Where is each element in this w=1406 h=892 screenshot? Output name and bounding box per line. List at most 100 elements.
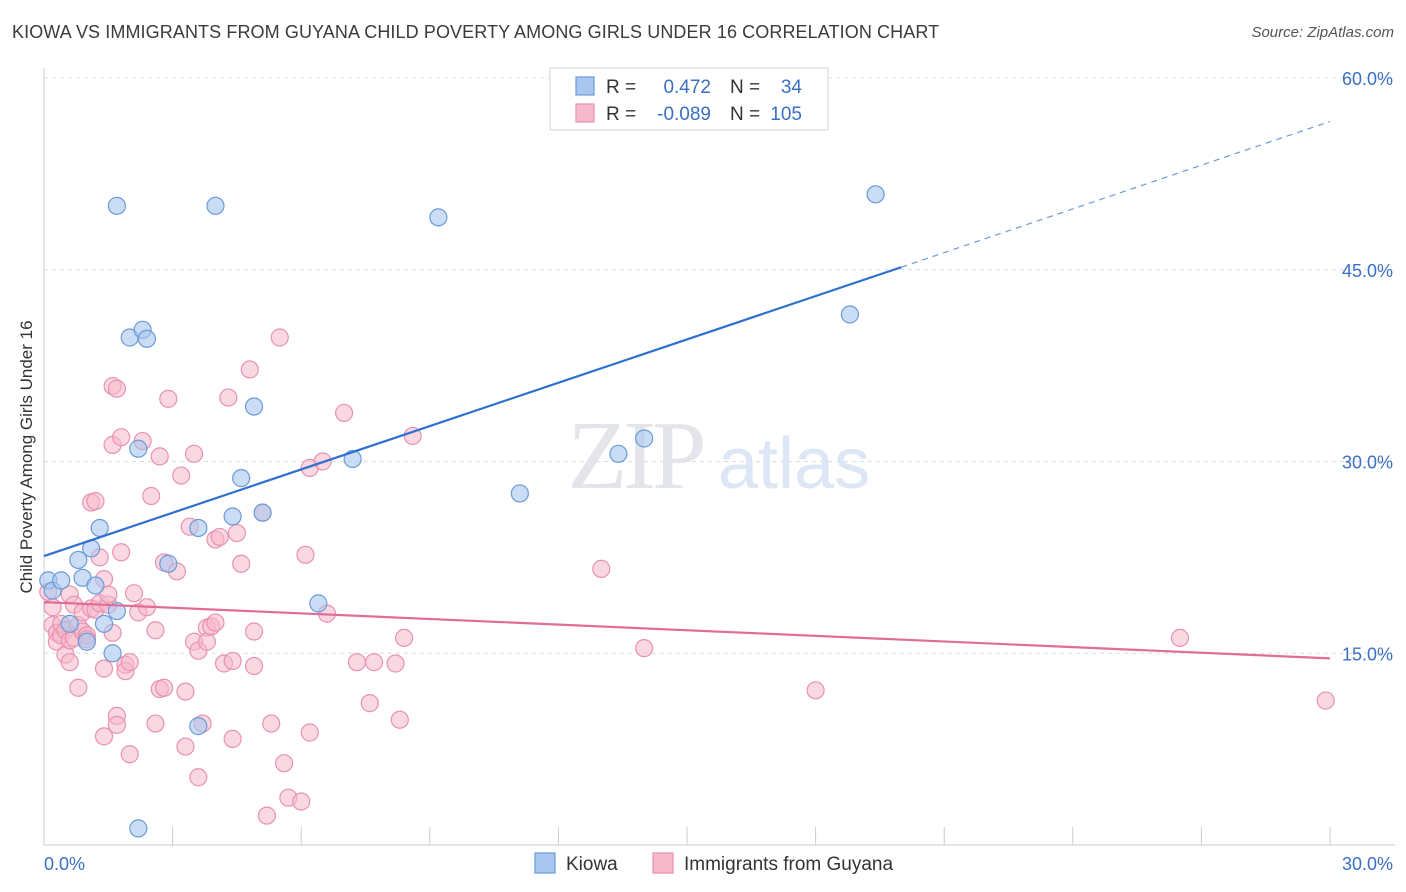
data-point-kiowa: [103, 644, 122, 663]
data-point-guyana: [360, 694, 379, 713]
axes: [43, 68, 1395, 846]
trend-line-kiowa: [43, 266, 902, 558]
data-point-guyana: [223, 651, 242, 671]
data-point-guyana: [394, 628, 414, 648]
legend-bottom-kiowa-swatch: [534, 852, 556, 874]
data-point-guyana: [189, 768, 208, 787]
data-point-guyana: [300, 723, 319, 742]
data-point-guyana: [124, 584, 144, 603]
x-tick-label: 0.0%: [44, 854, 85, 874]
data-point-kiowa: [94, 614, 114, 633]
data-point-guyana: [112, 428, 131, 447]
data-point-guyana: [146, 714, 165, 733]
chart-title: KIOWA VS IMMIGRANTS FROM GUYANA CHILD PO…: [12, 22, 940, 42]
data-point-guyana: [806, 681, 825, 700]
data-point-guyana: [334, 403, 354, 423]
watermark: ZIP atlas: [568, 402, 871, 510]
data-point-guyana: [244, 656, 264, 676]
data-point-kiowa: [510, 484, 529, 503]
data-point-guyana: [296, 545, 315, 564]
data-point-kiowa: [343, 449, 362, 469]
data-point-kiowa: [206, 196, 225, 215]
data-point-guyana: [94, 727, 114, 746]
legend-kiowa-swatch: [575, 76, 595, 96]
legend-bottom-guyana-label: Immigrants from Guyana: [684, 854, 893, 875]
data-point-guyana: [386, 654, 405, 673]
data-point-kiowa: [129, 819, 148, 838]
data-point-guyana: [403, 426, 422, 446]
data-point-kiowa: [69, 550, 88, 570]
y-tick-label: 30.0%: [1342, 453, 1393, 473]
data-point-kiowa: [107, 601, 126, 621]
data-point-guyana: [257, 806, 277, 825]
data-point-guyana: [223, 729, 242, 748]
data-point-guyana: [347, 653, 367, 672]
data-point-kiowa: [86, 576, 105, 595]
data-point-kiowa: [77, 632, 96, 651]
data-point-kiowa: [129, 439, 148, 458]
data-point-guyana: [210, 527, 229, 547]
data-point-kiowa: [635, 429, 654, 448]
data-point-guyana: [364, 653, 384, 672]
source-label: Source: ZipAtlas.com: [1251, 24, 1394, 41]
data-point-guyana: [219, 388, 238, 407]
data-point-guyana: [60, 653, 79, 672]
stats-legend: R = 0.472 N = 34 R = -0.089 N = 105: [549, 67, 829, 131]
data-point-guyana: [150, 447, 169, 466]
data-point-guyana: [176, 682, 195, 701]
watermark-atlas: atlas: [718, 424, 870, 504]
data-point-guyana: [120, 745, 139, 764]
data-point-guyana: [274, 754, 294, 773]
legend-kiowa-r-value: 0.472: [663, 77, 711, 98]
data-point-kiowa: [253, 503, 272, 522]
data-point-guyana: [197, 632, 216, 651]
data-point-kiowa: [609, 444, 628, 463]
data-point-guyana: [292, 792, 311, 811]
legend-bottom-kiowa-label: Kiowa: [566, 854, 618, 875]
data-point-guyana: [390, 710, 409, 729]
y-tick-label: 60.0%: [1342, 69, 1393, 89]
legend-bottom-guyana-swatch: [652, 852, 674, 874]
legend-kiowa-r-label: R =: [606, 77, 636, 98]
data-point-guyana: [1170, 628, 1190, 648]
y-axis-label: Child Poverty Among Girls Under 16: [17, 320, 36, 593]
data-point-guyana: [227, 523, 246, 543]
data-point-kiowa: [309, 594, 328, 613]
data-point-guyana: [159, 389, 178, 408]
data-point-kiowa: [189, 717, 208, 736]
legend-guyana-swatch: [575, 103, 595, 123]
x-tick-label: 30.0%: [1342, 854, 1393, 874]
data-point-kiowa: [60, 614, 79, 633]
data-point-guyana: [206, 613, 225, 632]
data-point-kiowa: [840, 305, 859, 324]
data-point-guyana: [176, 737, 195, 756]
data-point-guyana: [107, 715, 126, 734]
data-point-kiowa: [223, 507, 242, 526]
legend-guyana-n-value: 105: [770, 104, 802, 125]
data-point-guyana: [69, 678, 88, 697]
data-point-guyana: [262, 714, 281, 733]
legend-kiowa-n-label: N =: [730, 77, 760, 98]
data-point-kiowa: [137, 329, 156, 348]
data-point-guyana: [244, 622, 264, 641]
data-point-guyana: [120, 653, 139, 672]
data-point-guyana: [146, 621, 165, 640]
data-point-guyana: [142, 486, 161, 506]
series-kiowa-points: [39, 185, 885, 838]
tick-labels: 15.0% 30.0% 45.0% 60.0% 0.0% 30.0%: [44, 69, 1393, 874]
data-point-guyana: [107, 379, 126, 398]
data-point-guyana: [184, 444, 204, 463]
data-point-guyana: [240, 360, 259, 379]
trend-lines: [43, 120, 1331, 660]
y-tick-label: 45.0%: [1342, 261, 1393, 281]
series-guyana-points: [39, 328, 1335, 825]
data-point-guyana: [112, 543, 131, 562]
data-point-guyana: [592, 559, 611, 578]
data-point-guyana: [99, 585, 118, 604]
data-point-kiowa: [232, 469, 251, 488]
data-point-guyana: [94, 659, 114, 678]
legend-guyana-n-label: N =: [730, 104, 760, 125]
trend-line-kiowa-extension: [901, 120, 1331, 268]
trend-line-guyana: [43, 601, 1331, 660]
